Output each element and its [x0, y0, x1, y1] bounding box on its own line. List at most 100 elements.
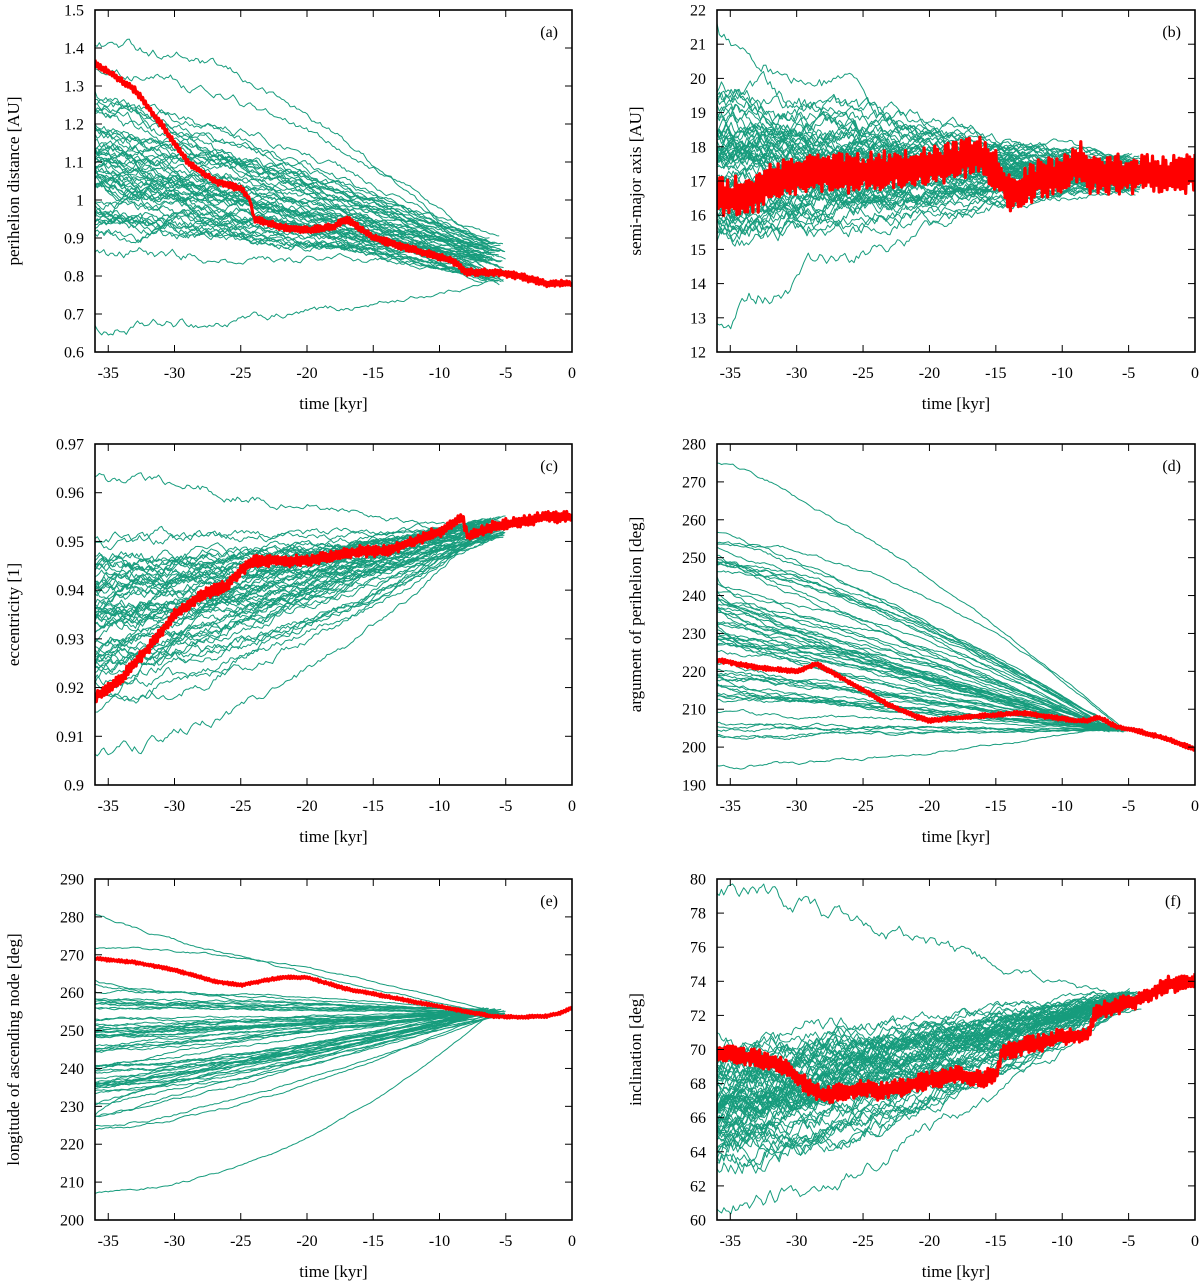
- clone-trajectory: [717, 991, 1138, 1108]
- clone-trajectory: [95, 1008, 483, 1039]
- nominal-orbit-line: [95, 509, 572, 704]
- clone-trajectory: [95, 97, 493, 249]
- clone-trajectory: [95, 170, 502, 283]
- y-tick-label: 74: [690, 974, 706, 991]
- y-axis-label: argument of perihelion [deg]: [626, 517, 645, 713]
- x-tick-label: -10: [429, 798, 450, 815]
- clone-trajectory: [717, 563, 1107, 729]
- y-tick-label: 12: [690, 345, 706, 362]
- y-tick-label: 220: [60, 1137, 84, 1154]
- y-tick-label: 1: [76, 193, 84, 210]
- clone-trajectory: [95, 535, 501, 630]
- x-tick-label: -5: [499, 798, 512, 815]
- clone-trajectory: [717, 623, 1106, 732]
- clone-trajectory: [717, 725, 1111, 733]
- clone-trajectory: [95, 180, 498, 252]
- panel-label: (f): [1165, 893, 1181, 910]
- y-tick-label: 0.97: [56, 437, 84, 454]
- y-tick-label: 21: [690, 37, 706, 54]
- y-tick-label: 240: [682, 588, 706, 605]
- y-tick-label: 64: [690, 1144, 706, 1161]
- y-axis-label: semi-major axis [AU]: [626, 106, 645, 255]
- plot-frame: [94, 443, 573, 786]
- x-tick-label: -20: [296, 365, 317, 382]
- clone-trajectory: [717, 695, 1118, 729]
- clone-trajectory: [717, 603, 1113, 730]
- y-tick-label: 270: [682, 474, 706, 491]
- x-tick-label: -15: [363, 365, 384, 382]
- y-tick-label: 1.5: [64, 3, 84, 20]
- clone-trajectory: [95, 1012, 505, 1087]
- x-tick-label: -30: [786, 798, 807, 815]
- y-tick-label: 0.93: [56, 631, 84, 648]
- clone-trajectory: [95, 523, 490, 757]
- x-tick-label: -15: [985, 1233, 1006, 1250]
- clone-trajectory: [95, 1013, 501, 1086]
- clone-trajectory: [95, 1012, 492, 1194]
- x-tick-label: -30: [786, 365, 807, 382]
- y-tick-label: 270: [60, 947, 84, 964]
- clone-trajectories: [95, 38, 506, 336]
- clone-trajectory: [95, 1008, 489, 1118]
- y-tick-label: 1.2: [64, 117, 84, 134]
- clone-trajectory: [95, 946, 503, 1016]
- clone-trajectory: [717, 558, 1112, 730]
- y-tick-label: 230: [60, 1099, 84, 1116]
- y-tick-label: 78: [690, 906, 706, 923]
- y-tick-label: 0.9: [64, 231, 84, 248]
- clone-trajectory: [95, 1010, 481, 1117]
- clone-trajectory: [95, 529, 506, 669]
- y-axis-label: perihelion distance [AU]: [4, 97, 23, 266]
- y-axis-label: longitude of ascending node [deg]: [4, 933, 23, 1165]
- chart-3: -35 -30 -25 -20 -15 -10 -5 0 0.9 0.91 0.92 0.93 0.94…: [4, 437, 576, 847]
- x-tick-label: -35: [98, 1233, 119, 1250]
- x-tick-label: -10: [1052, 365, 1073, 382]
- x-axis-label: time [kyr]: [922, 1262, 990, 1281]
- clone-trajectory: [717, 611, 1114, 730]
- clone-trajectory: [717, 576, 1107, 730]
- nominal-orbit-line: [717, 973, 1195, 1105]
- panel-label: (a): [540, 24, 558, 41]
- clone-trajectory: [717, 531, 1121, 731]
- chart-2: -35 -30 -25 -20 -15 -10 -5 0 12 13 14 15 16 17 18 19 20 2…: [626, 3, 1199, 414]
- x-tick-label: 0: [568, 798, 576, 815]
- x-tick-label: -5: [1122, 365, 1135, 382]
- x-axis-label: time [kyr]: [299, 827, 367, 846]
- clone-trajectory: [717, 709, 1114, 731]
- clone-trajectory: [95, 1014, 506, 1067]
- y-tick-label: 0.7: [64, 307, 84, 324]
- y-tick-label: 0.92: [56, 680, 84, 697]
- x-tick-label: -25: [230, 365, 251, 382]
- clone-trajectory: [95, 989, 480, 1010]
- clone-trajectory: [717, 996, 1136, 1133]
- clone-trajectory: [95, 1009, 500, 1050]
- y-tick-label: 80: [690, 872, 706, 889]
- clone-trajectory: [717, 634, 1127, 730]
- y-tick-label: 210: [60, 1175, 84, 1192]
- panel-label: (e): [540, 893, 558, 910]
- y-tick-label: 13: [690, 310, 706, 327]
- y-tick-label: 18: [690, 139, 706, 156]
- clone-trajectory: [95, 104, 504, 282]
- clone-trajectory: [95, 913, 489, 1014]
- y-tick-label: 72: [690, 1008, 706, 1025]
- clone-trajectory: [95, 526, 494, 597]
- clone-trajectory: [95, 998, 499, 1014]
- clone-trajectory: [95, 109, 490, 243]
- clone-trajectory: [717, 676, 1114, 732]
- x-tick-label: -25: [852, 365, 873, 382]
- x-tick-label: -5: [499, 1233, 512, 1250]
- y-tick-label: 0.94: [56, 583, 84, 600]
- clone-trajectory: [717, 607, 1119, 733]
- y-tick-label: 280: [60, 909, 84, 926]
- x-tick-label: -25: [230, 1233, 251, 1250]
- chart-1: -35 -30 -25 -20 -15 -10 -5 0 0.6 0.7 0.8 0.9 1 1.1 1.2…: [4, 3, 576, 414]
- x-tick-label: -25: [852, 1233, 873, 1250]
- y-tick-label: 66: [690, 1110, 706, 1127]
- y-tick-label: 62: [690, 1178, 706, 1195]
- y-tick-label: 0.96: [56, 485, 84, 502]
- clone-trajectories: [717, 462, 1127, 770]
- clone-trajectory: [95, 527, 495, 675]
- chart-4: -35 -30 -25 -20 -15 -10 -5 0 190 200 210 220 230 240 2…: [626, 437, 1199, 847]
